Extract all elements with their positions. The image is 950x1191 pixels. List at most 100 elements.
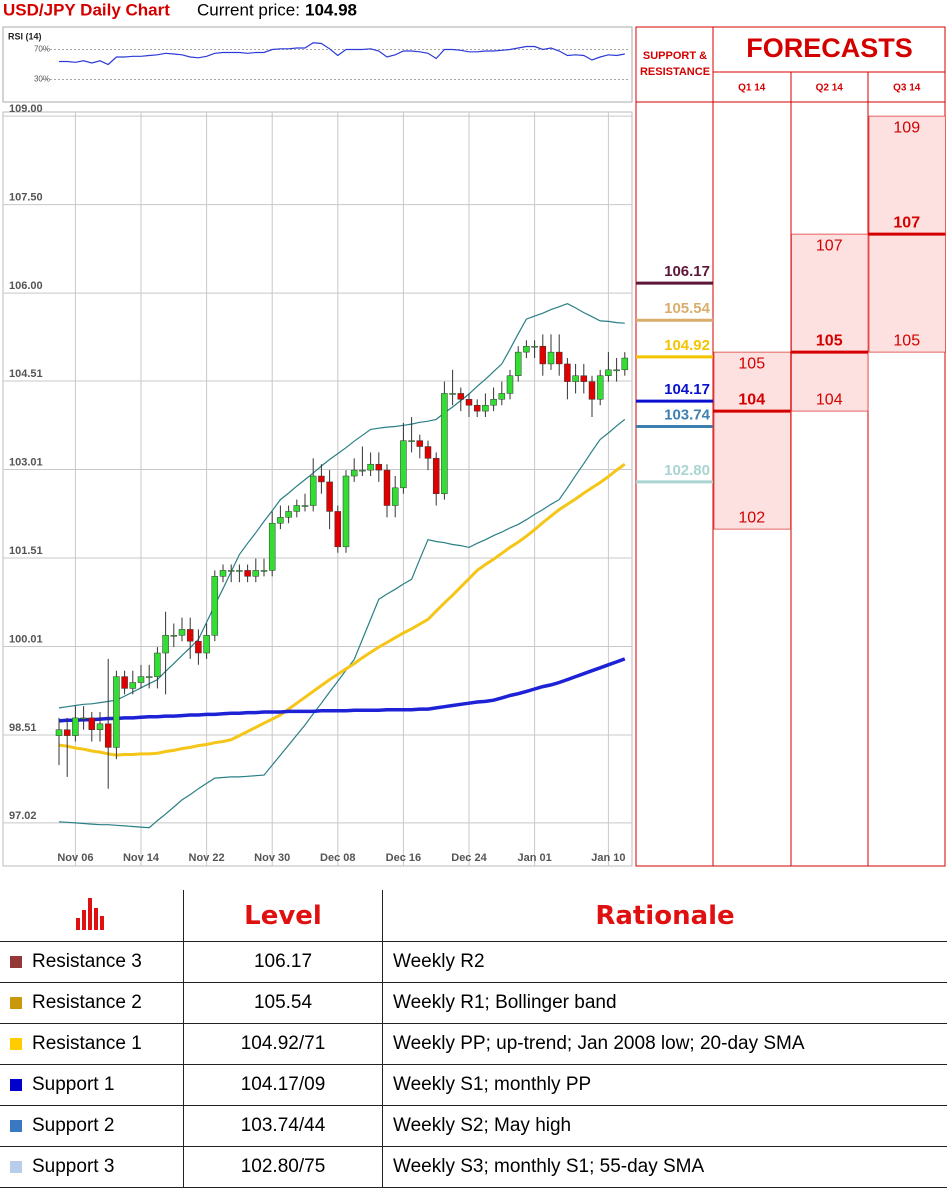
level-name-cell: Support 2 — [0, 1105, 184, 1147]
candle-body — [383, 469, 391, 506]
level-value: 105.54 — [183, 982, 383, 1024]
levels-table: Level Rationale Resistance 3 106.17 Weekly… — [0, 890, 947, 1188]
candle-body — [613, 369, 620, 372]
rationale: Weekly R2 — [382, 941, 947, 983]
y-tick-label: 104.51 — [9, 368, 43, 380]
level-value: 104.17/09 — [183, 1064, 383, 1106]
candle-body — [375, 463, 383, 471]
level-name-cell: Resistance 2 — [0, 982, 184, 1024]
candle-body — [293, 505, 301, 512]
forecast-high: 105 — [738, 355, 765, 372]
candle-body — [326, 481, 333, 512]
candle-body — [342, 475, 350, 548]
chart-area: USD/JPY Daily Chart Current price: 104.9… — [2, 0, 946, 867]
y-tick-label: 109.00 — [9, 103, 43, 115]
chart-title: USD/JPY Daily Chart — [3, 0, 170, 19]
candle-body — [580, 375, 588, 382]
candle-body — [621, 357, 629, 371]
x-tick-label: Nov 06 — [57, 852, 93, 864]
candle-body — [244, 570, 251, 577]
table-row: Support 1 104.17/09 Weekly S1; monthly PP — [0, 1064, 947, 1106]
candle-body — [416, 440, 424, 447]
candle-body — [121, 676, 128, 689]
rsi-line — [59, 42, 625, 66]
x-tick-label: Nov 14 — [123, 852, 160, 864]
candle-body — [588, 381, 596, 400]
level-swatch — [10, 1037, 22, 1050]
candle-body — [596, 375, 604, 400]
candle-body — [203, 635, 210, 654]
forecast-high: 107 — [816, 237, 843, 254]
level-name-cell: Resistance 1 — [0, 1023, 184, 1065]
forecast-low: 102 — [738, 509, 765, 526]
level-name: Resistance 1 — [32, 1033, 142, 1054]
candle-body — [465, 399, 473, 406]
level-name-cell: Support 1 — [0, 1064, 184, 1106]
sr-label: 104.92 — [664, 337, 710, 354]
forecast-range — [713, 351, 791, 530]
x-tick-label: Jan 01 — [517, 852, 551, 864]
candle-body — [154, 652, 161, 677]
x-tick-label: Dec 16 — [386, 852, 421, 864]
candle-body — [88, 717, 96, 730]
sr-label: 102.80 — [664, 462, 710, 479]
candle-body — [490, 399, 497, 406]
candle-body — [178, 629, 186, 636]
current-price: 104.98 — [305, 0, 357, 19]
candle-body — [605, 369, 612, 376]
candle-body — [424, 446, 432, 459]
table-header: Level Rationale — [0, 890, 947, 942]
candle-body — [457, 393, 465, 400]
candle-body — [318, 475, 325, 483]
x-tick-label: Nov 22 — [189, 852, 225, 864]
candle-body — [564, 363, 571, 382]
forecast-mid-label: 105 — [816, 332, 843, 349]
candle-body — [309, 475, 317, 506]
icon — [75, 898, 104, 930]
x-tick-label: Jan 10 — [591, 852, 625, 864]
candle-body — [162, 635, 169, 654]
quarter-label: Q3 14 — [893, 83, 921, 94]
table-row: Resistance 2 105.54 Weekly R1; Bollinger b… — [0, 982, 947, 1024]
candle-body — [268, 522, 276, 571]
forecast-high: 109 — [893, 119, 920, 136]
candle-body — [432, 458, 440, 494]
candle-body — [137, 676, 145, 683]
forecast-low: 104 — [816, 391, 843, 408]
candle-body — [531, 345, 538, 348]
rationale: Weekly R1; Bollinger band — [382, 982, 947, 1024]
y-tick-label: 98.51 — [9, 722, 37, 734]
level-swatch — [10, 955, 22, 968]
candle-body — [63, 729, 71, 736]
candle-body — [260, 570, 268, 572]
y-tick-label: 100.01 — [9, 633, 43, 645]
sr-label: 104.17 — [664, 381, 710, 398]
rsi-tick-label: 30% — [34, 75, 50, 84]
rsi-tick-label: 70% — [34, 45, 50, 54]
candle-body — [391, 487, 399, 506]
candle-body — [482, 404, 489, 412]
y-tick-label: 101.51 — [9, 545, 43, 557]
forecast-mid-label: 107 — [893, 214, 920, 231]
candle-body — [408, 440, 415, 442]
header-cell: Level — [183, 890, 383, 942]
icon-cell — [0, 890, 184, 942]
candle-body — [547, 351, 555, 365]
candle-body — [113, 676, 120, 748]
y-tick-label: 97.02 — [9, 810, 37, 822]
candle-body — [400, 440, 407, 489]
candle-body — [186, 629, 194, 642]
candle-body — [170, 635, 178, 637]
x-tick-label: Dec 08 — [320, 852, 355, 864]
forecast-range — [791, 233, 869, 412]
candle-body — [367, 463, 374, 471]
level-name-cell: Support 3 — [0, 1146, 184, 1188]
chart-frame — [2, 111, 633, 867]
candle-body — [252, 570, 260, 577]
level-value: 104.92/71 — [183, 1023, 383, 1065]
sr-title: SUPPORT & RESISTANCE — [639, 50, 711, 78]
level-name: Resistance 2 — [32, 992, 142, 1013]
rsi-label: RSI (14) — [8, 31, 42, 41]
candle-body — [104, 723, 112, 748]
candle-body — [211, 576, 219, 636]
